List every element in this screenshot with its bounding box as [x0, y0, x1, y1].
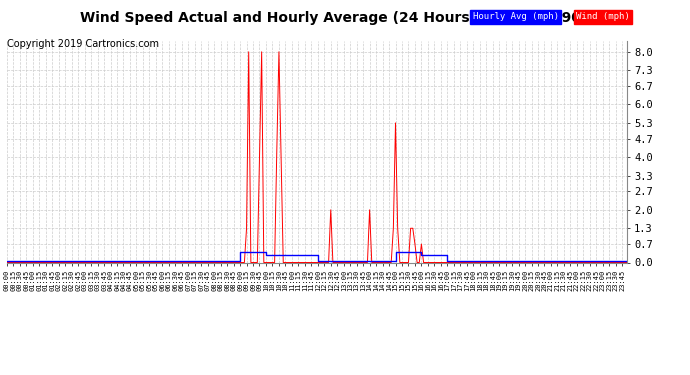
Text: Hourly Avg (mph): Hourly Avg (mph) [473, 12, 559, 21]
Text: Wind (mph): Wind (mph) [576, 12, 630, 21]
Text: Wind Speed Actual and Hourly Average (24 Hours) (New) 20190513: Wind Speed Actual and Hourly Average (24… [80, 11, 610, 25]
Text: Copyright 2019 Cartronics.com: Copyright 2019 Cartronics.com [7, 39, 159, 50]
